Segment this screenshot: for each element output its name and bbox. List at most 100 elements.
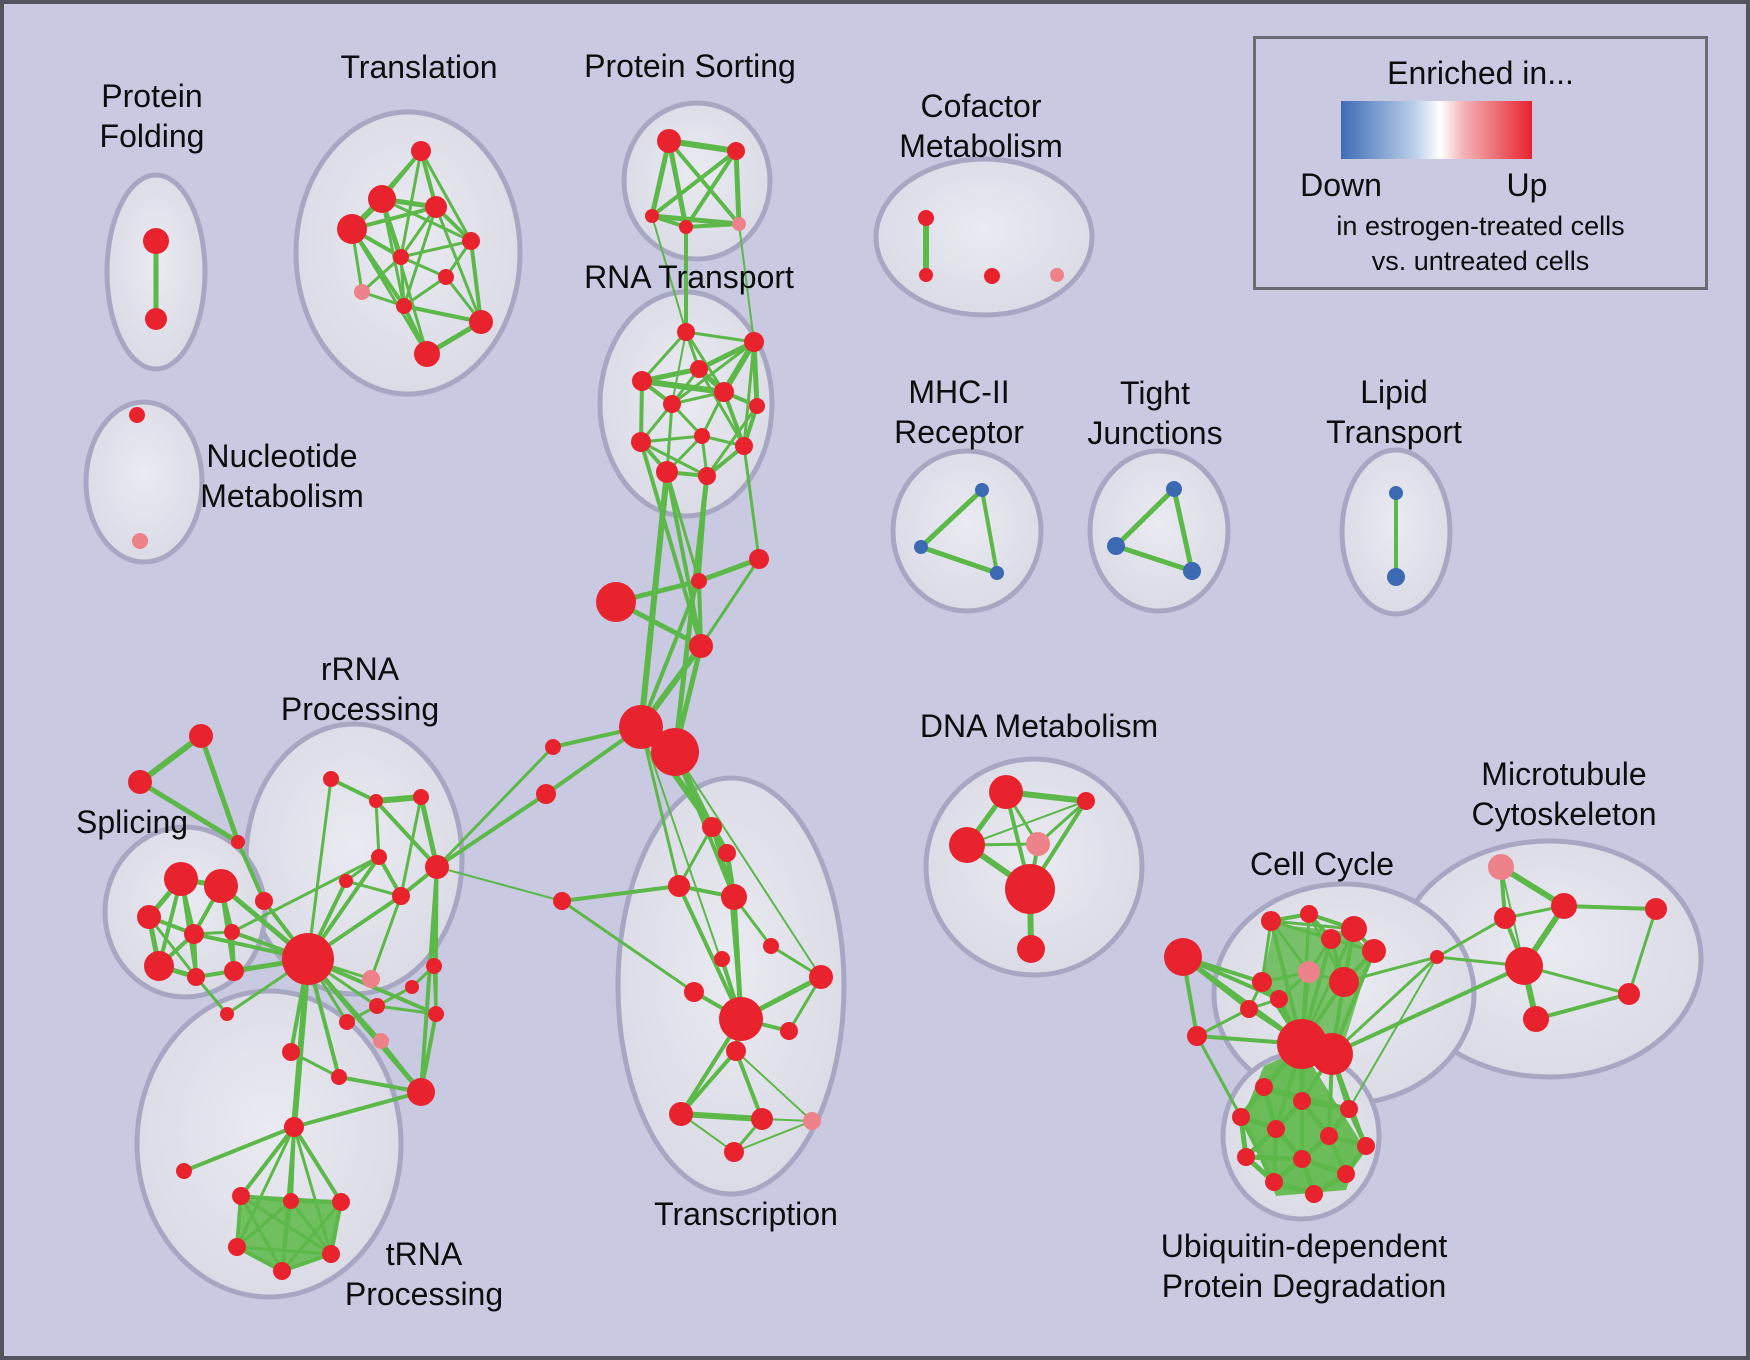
edge-r8-r9 bbox=[640, 434, 703, 444]
edge-m2-hubA bbox=[639, 580, 701, 728]
node-t4 bbox=[337, 214, 367, 244]
protein-sorting-label-line1: Protein Sorting bbox=[584, 48, 796, 84]
tight-junctions-label-line1: Tight bbox=[1120, 375, 1190, 411]
node-x8 bbox=[684, 982, 704, 1002]
node-x15 bbox=[724, 1142, 744, 1162]
node-z1 bbox=[232, 1187, 250, 1205]
edge-t5-t10 bbox=[469, 240, 483, 323]
node-x5 bbox=[714, 951, 730, 967]
node-pf2 bbox=[145, 308, 167, 330]
transcription-label-line1: Transcription bbox=[654, 1196, 838, 1232]
edge-ps3-ps5 bbox=[651, 213, 740, 227]
node-r9 bbox=[631, 432, 651, 452]
edge-t9-t10 bbox=[403, 304, 482, 324]
node-x9 bbox=[719, 997, 763, 1041]
node-ub6 bbox=[1320, 1127, 1338, 1145]
node-s4 bbox=[184, 924, 204, 944]
node-m2 bbox=[691, 573, 707, 589]
edge-r2-r7 bbox=[671, 340, 755, 406]
node-q5 bbox=[339, 874, 353, 888]
edge-m2-m3 bbox=[698, 556, 760, 584]
node-mt4 bbox=[1523, 1006, 1549, 1032]
node-ub10 bbox=[1265, 1173, 1283, 1191]
node-u2 bbox=[331, 1069, 347, 1085]
node-r11 bbox=[656, 461, 678, 483]
node-x11 bbox=[726, 1041, 746, 1061]
edge-r6-r12 bbox=[705, 405, 759, 477]
edge-q1-q2 bbox=[330, 777, 377, 803]
edge-lm2-q7 bbox=[435, 792, 548, 869]
node-cc3 bbox=[1321, 929, 1341, 949]
splicing-label-line1: Splicing bbox=[76, 804, 188, 840]
node-x12 bbox=[669, 1102, 693, 1126]
node-cc7 bbox=[1252, 972, 1272, 992]
node-q3 bbox=[413, 789, 429, 805]
edge-cc1-cc4 bbox=[1270, 919, 1355, 931]
node-mt1 bbox=[1551, 893, 1577, 919]
edge-zh-z6 bbox=[292, 1126, 333, 1255]
node-r1 bbox=[677, 323, 695, 341]
node-tri3 bbox=[231, 835, 245, 849]
edge-mh1-mh3 bbox=[980, 489, 999, 574]
node-cc6 bbox=[1298, 961, 1320, 983]
edge-z2-z5 bbox=[280, 1200, 293, 1272]
protein-folding-label-line1: Protein bbox=[101, 78, 202, 114]
rrna-processing-label-line1: rRNA bbox=[321, 651, 400, 687]
edge-s3-s7 bbox=[147, 916, 198, 978]
node-z0 bbox=[176, 1163, 192, 1179]
mhc-ii-receptor-ellipse bbox=[890, 448, 1044, 614]
node-x14 bbox=[803, 1112, 821, 1130]
edge-x11-x13 bbox=[734, 1050, 764, 1120]
node-lm1 bbox=[545, 739, 561, 755]
node-tj2 bbox=[1107, 537, 1125, 555]
edge-ps1-ps3 bbox=[649, 140, 672, 217]
cofactor-metabolism-label-line1: Cofactor bbox=[921, 88, 1042, 124]
node-qp1 bbox=[362, 970, 380, 988]
node-r2 bbox=[744, 332, 764, 352]
trna-processing-label-line2: Processing bbox=[345, 1276, 503, 1312]
node-mtC bbox=[1430, 950, 1444, 964]
edge-z1-z5 bbox=[239, 1195, 284, 1272]
edge-ps1-ps4 bbox=[666, 140, 689, 228]
edge-hubA-x3 bbox=[639, 726, 681, 887]
edge-zh-z1 bbox=[239, 1125, 296, 1198]
node-z2 bbox=[283, 1193, 299, 1209]
edge-z4-z6 bbox=[236, 1245, 332, 1256]
edge-q5-q6 bbox=[345, 879, 402, 898]
node-r5 bbox=[714, 382, 734, 402]
edge-mtC-ub3 bbox=[1348, 956, 1438, 1110]
edge-x1-x3 bbox=[677, 826, 714, 887]
node-ub8 bbox=[1357, 1137, 1375, 1155]
edge-r11-m4 bbox=[665, 471, 703, 647]
node-x13 bbox=[751, 1108, 773, 1130]
node-cf1 bbox=[918, 210, 934, 226]
node-s1 bbox=[164, 862, 198, 896]
node-ps4 bbox=[679, 220, 693, 234]
microtubule-cytoskeleton-label-line2: Cytoskeleton bbox=[1472, 796, 1657, 832]
node-qp2 bbox=[373, 1033, 389, 1049]
edge-cc12-mtC bbox=[1330, 955, 1439, 1056]
node-lt1 bbox=[1389, 486, 1403, 500]
edge-lm1-q7 bbox=[435, 745, 555, 869]
edge-mh2-mh3 bbox=[920, 544, 998, 576]
tight-junctions-ellipse bbox=[1087, 448, 1231, 614]
edge-r10-m3 bbox=[742, 445, 761, 560]
node-m5 bbox=[553, 892, 571, 910]
edge-m3-m4 bbox=[699, 558, 761, 647]
node-tj3 bbox=[1183, 562, 1201, 580]
node-mt6 bbox=[1645, 898, 1667, 920]
node-r6 bbox=[749, 398, 765, 414]
node-x3 bbox=[668, 875, 690, 897]
node-r3 bbox=[690, 360, 708, 378]
edge-q7-u3 bbox=[419, 866, 439, 1093]
node-s7 bbox=[187, 968, 205, 986]
node-x7 bbox=[809, 965, 833, 989]
edge-r4-r9 bbox=[639, 380, 644, 443]
nucleotide-metabolism-label-line1: Nucleotide bbox=[206, 438, 357, 474]
node-u1 bbox=[282, 1043, 300, 1061]
node-cc8 bbox=[1270, 990, 1288, 1008]
node-ub9 bbox=[1293, 1150, 1311, 1168]
edge-cc9-mtC bbox=[1343, 955, 1438, 984]
edge-t7-t9 bbox=[403, 275, 447, 308]
node-zh bbox=[284, 1117, 304, 1137]
